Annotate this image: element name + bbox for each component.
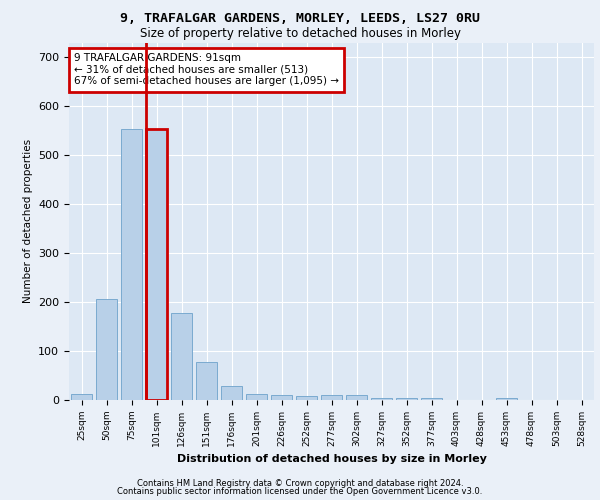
Text: 9 TRAFALGAR GARDENS: 91sqm
← 31% of detached houses are smaller (513)
67% of sem: 9 TRAFALGAR GARDENS: 91sqm ← 31% of deta… (74, 53, 339, 86)
Bar (421, 398, 442, 400)
Text: 9, TRAFALGAR GARDENS, MORLEY, LEEDS, LS27 0RU: 9, TRAFALGAR GARDENS, MORLEY, LEEDS, LS2… (120, 12, 480, 26)
Bar (396, 398, 417, 400)
Bar (121, 129, 142, 400)
Bar (246, 394, 267, 400)
X-axis label: Distribution of detached houses by size in Morley: Distribution of detached houses by size … (176, 454, 487, 464)
Bar (146, 129, 167, 400)
Text: Size of property relative to detached houses in Morley: Size of property relative to detached ho… (139, 28, 461, 40)
Bar (321, 395, 342, 400)
Bar (296, 396, 317, 400)
Bar (96, 298, 117, 400)
Bar (496, 398, 517, 400)
Bar (371, 398, 392, 400)
Text: Contains public sector information licensed under the Open Government Licence v3: Contains public sector information licen… (118, 487, 482, 496)
Bar (346, 395, 367, 400)
Bar (221, 386, 242, 400)
Text: Contains HM Land Registry data © Crown copyright and database right 2024.: Contains HM Land Registry data © Crown c… (137, 478, 463, 488)
Bar (196, 362, 217, 400)
Y-axis label: Number of detached properties: Number of detached properties (23, 139, 32, 304)
Bar (171, 313, 192, 400)
Bar (71, 394, 92, 400)
Bar (271, 395, 292, 400)
Bar (146, 129, 167, 400)
